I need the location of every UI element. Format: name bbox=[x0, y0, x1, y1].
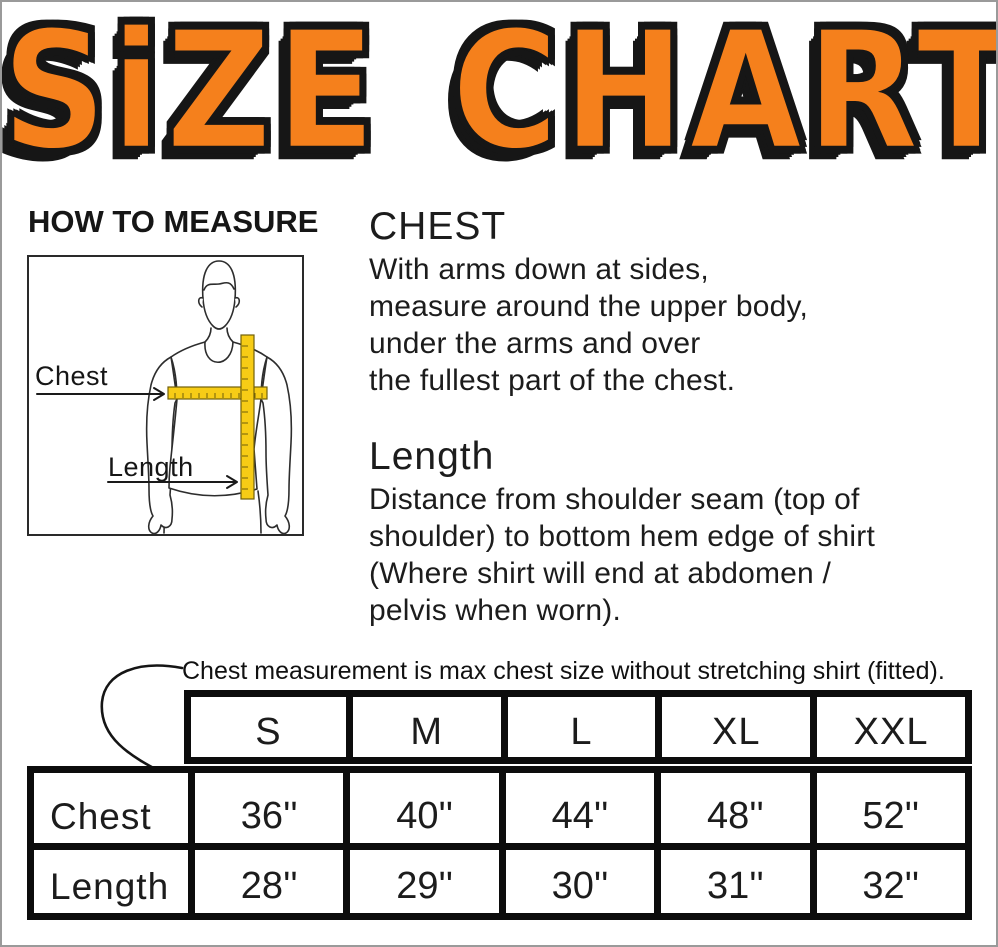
measure-diagram-box: Chest Length bbox=[27, 255, 304, 536]
size-value: 40'' bbox=[343, 773, 498, 843]
size-value: 36'' bbox=[188, 773, 343, 843]
size-column-header: XXL bbox=[810, 697, 965, 757]
measure-diagram bbox=[36, 260, 293, 534]
size-value: 28'' bbox=[188, 843, 344, 913]
size-value: 30'' bbox=[498, 843, 655, 913]
row-label-length: Length bbox=[34, 843, 188, 913]
size-column-header: M bbox=[345, 697, 501, 757]
length-tape bbox=[240, 334, 255, 500]
chest-section-body: With arms down at sides, measure around … bbox=[369, 253, 809, 397]
size-value: 48'' bbox=[654, 773, 809, 843]
diagram-length-label: Length bbox=[108, 452, 194, 482]
row-label-chest: Chest bbox=[50, 796, 152, 837]
person-figure bbox=[145, 260, 293, 534]
length-arrow bbox=[107, 475, 238, 489]
size-value: 31'' bbox=[654, 843, 810, 913]
size-table-body: Chest 36'' 40'' 44'' 48'' 52'' Length 28… bbox=[27, 766, 972, 920]
size-column-header: XL bbox=[655, 697, 810, 757]
size-value: 29'' bbox=[343, 843, 499, 913]
size-column-header: L bbox=[500, 697, 656, 757]
chest-section-heading: CHEST bbox=[369, 205, 507, 248]
size-chart-title: SiZE CHART bbox=[2, 0, 998, 187]
size-table-header-row: S M L XL XXL bbox=[184, 690, 972, 764]
size-value: 52'' bbox=[809, 773, 965, 843]
diagram-chest-label: Chest bbox=[35, 361, 109, 391]
chest-arrow bbox=[36, 387, 165, 401]
how-to-measure-heading: HOW TO MEASURE bbox=[28, 204, 319, 239]
size-column-header: S bbox=[255, 711, 282, 753]
length-section-heading: Length bbox=[369, 435, 495, 478]
table-note: Chest measurement is max chest size with… bbox=[182, 657, 945, 685]
size-value: 32'' bbox=[809, 843, 965, 913]
size-value: 44'' bbox=[498, 773, 654, 843]
length-section-body: Distance from shoulder seam (top of shou… bbox=[369, 483, 876, 627]
